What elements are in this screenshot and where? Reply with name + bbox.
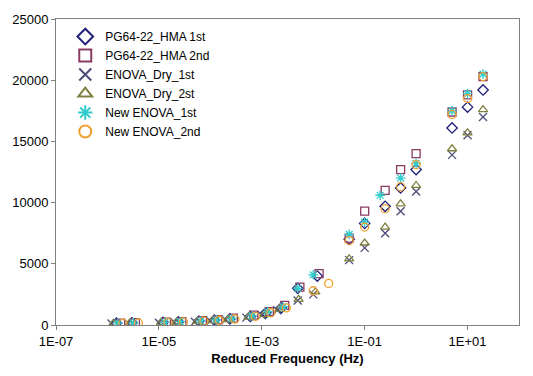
svg-text:ENOVA_Dry_2st: ENOVA_Dry_2st <box>105 87 195 101</box>
svg-text:1E-05: 1E-05 <box>142 334 177 349</box>
svg-text:Reduced Frequency (Hz): Reduced Frequency (Hz) <box>211 351 363 366</box>
svg-text:1E+01: 1E+01 <box>449 334 487 349</box>
svg-text:15000: 15000 <box>12 134 48 149</box>
svg-text:25000: 25000 <box>12 12 48 27</box>
svg-text:PG64-22_HMA 2nd: PG64-22_HMA 2nd <box>105 49 209 63</box>
svg-text:1E-01: 1E-01 <box>347 334 382 349</box>
svg-text:New ENOVA_1st: New ENOVA_1st <box>105 106 197 120</box>
svg-text:1E-07: 1E-07 <box>39 334 74 349</box>
svg-text:5000: 5000 <box>19 256 48 271</box>
svg-text:1E-03: 1E-03 <box>244 334 279 349</box>
svg-text:0: 0 <box>41 318 48 333</box>
svg-text:ENOVA_Dry_1st: ENOVA_Dry_1st <box>105 68 195 82</box>
svg-text:20000: 20000 <box>12 73 48 88</box>
svg-text:PG64-22_HMA 1st: PG64-22_HMA 1st <box>105 30 206 44</box>
svg-text:New ENOVA_2nd: New ENOVA_2nd <box>105 125 200 139</box>
svg-text:10000: 10000 <box>12 195 48 210</box>
